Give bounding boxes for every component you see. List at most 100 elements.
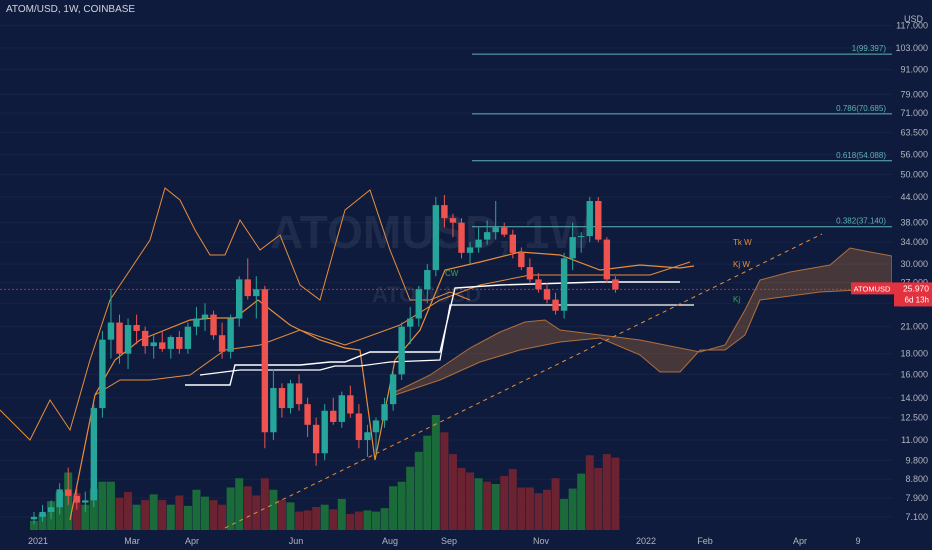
volume-bar [329,509,338,530]
volume-bar [312,507,321,530]
y-tick-label: 14.000 [900,393,928,403]
chart-header-title: ATOM/USD, 1W, COINBASE [6,4,136,15]
volume-bar [303,510,312,530]
volume-bar [218,504,227,530]
volume-bar [466,472,475,530]
candle-body [509,234,516,253]
x-tick-label: 2022 [636,536,656,546]
fib-level-label: 0.618(54.088) [836,151,886,160]
candle-body [278,388,286,409]
volume-bar [141,500,150,530]
candle-body [253,289,260,297]
candle-body [133,325,140,331]
x-tick-label: Aug [382,536,398,546]
candle-body [407,318,414,327]
candle-body [398,326,405,375]
volume-bar [525,487,534,530]
candle-body [270,388,277,433]
x-tick-label: Mar [124,536,140,546]
candle-body [201,314,209,319]
y-tick-label: 21.000 [900,322,928,332]
candle-body [355,413,363,441]
candle-body [501,227,508,235]
volume-bar [89,488,98,530]
y-tick-label: 11.000 [901,435,928,445]
candle-body [612,279,619,290]
time-axis[interactable]: 2021 Mar Apr Jun Aug Sep Nov 2022 Feb Apr 9 [0,532,932,550]
y-tick-label: 50.000 [900,170,928,180]
y-tick-label: 44.000 [900,192,928,202]
candle-body [569,237,576,259]
y-tick-label: 91.000 [900,65,928,75]
y-tick-label: 56.000 [900,150,928,160]
candle-body [30,516,38,520]
volume-bar [448,454,457,530]
volume-bar [277,500,286,530]
candle-body [82,500,89,503]
candle-body [372,420,380,433]
y-tick-label: 30.000 [900,259,928,269]
candle-body [381,404,388,421]
price-tag-countdown: 6d 13h [905,295,929,304]
y-tick-label: 8.800 [905,474,928,484]
y-tick-label: 7.100 [905,512,928,522]
volume-bar [508,469,517,530]
time-axis-bg [0,532,932,550]
x-tick-label: 9 [855,536,860,546]
candle-body [159,342,166,349]
price-tag-value-box [894,282,932,307]
candle-body [56,489,63,508]
indicator-labels: Tk W Kj W Kj CW [445,238,752,304]
volume-bar [380,508,389,530]
x-tick-label: Sep [441,536,457,546]
trend-line [224,233,823,529]
volume-bar [166,504,175,530]
candle-body [492,227,499,233]
volume-bar [585,455,594,530]
y-tick-label: 103.000 [895,43,928,53]
volume-bar [414,451,423,530]
candle-body [295,383,303,405]
y-tick-label: 9.800 [905,455,928,465]
volume-bar [38,513,47,530]
candle-body [338,395,345,422]
candle-body [210,314,217,336]
candle-body [184,326,192,349]
candle-body [90,408,98,501]
candle-body [218,335,226,352]
candle-body [449,218,457,223]
volume-bar [158,500,167,530]
volume-bar [72,493,81,530]
volume-bar [431,415,440,530]
volume-bar [354,511,363,530]
volume-bar [517,487,526,530]
candle-body [261,289,269,433]
candle-body [432,205,440,271]
x-tick-label: Apr [185,536,199,546]
candle-body [73,495,80,503]
volume-bar [183,505,192,530]
volume-bar [295,511,304,530]
volume-bar [491,484,500,530]
candle-body [150,342,157,347]
price-axis[interactable]: 7.100 7.900 8.800 9.800 11.000 12.500 14.000 16… [892,0,932,550]
volume-bar [406,466,415,530]
volume-bar [500,475,509,530]
candle-body [578,236,585,238]
candle-body [535,279,542,290]
volume-bar [320,504,329,530]
volume-bar [192,489,201,530]
y-tick-label: 16.000 [900,369,928,379]
candle-body [424,270,431,290]
candle-body [124,325,132,354]
volume-bar [543,489,551,530]
candle-body [39,511,46,517]
candle-body [603,239,611,280]
x-tick-label: Jun [289,536,304,546]
y-tick-label: 12.500 [900,413,928,423]
volume-bar [81,504,90,530]
volume-bar [124,492,133,530]
volume-bar [372,511,380,530]
candle-body [330,410,337,422]
